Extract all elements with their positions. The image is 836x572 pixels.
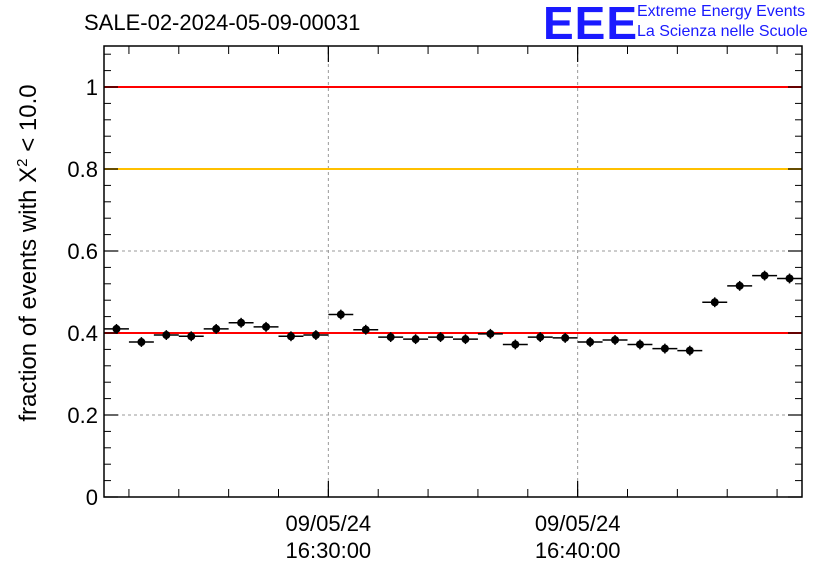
data-point [577,337,603,347]
point-marker [536,333,545,342]
point-marker [436,333,445,342]
y-axis-label: fraction of events with X2 < 10.0 [14,84,42,421]
grid-layer [104,46,802,498]
axis-ticks [104,46,802,498]
data-point [627,339,653,350]
y-tick-label: 1 [86,75,98,100]
point-marker [710,298,719,307]
point-marker [361,325,370,334]
data-point [652,343,678,354]
point-marker [386,333,395,342]
data-points [104,270,802,356]
point-marker [212,324,221,333]
point-marker [311,331,320,340]
y-tick-label: 0.6 [67,239,98,264]
data-point [777,273,802,284]
point-marker [785,274,794,283]
point-marker [137,338,146,347]
point-marker [237,318,246,327]
point-marker [336,310,345,319]
data-point [727,280,753,291]
data-point [278,331,304,342]
point-marker [760,271,769,280]
point-marker [735,281,744,290]
x-tick-label-date: 09/05/24 [286,511,372,536]
data-point [104,323,129,334]
x-tick-label-date: 09/05/24 [535,511,621,536]
data-point [253,321,279,332]
y-tick-label: 0 [86,485,98,510]
y-tick-label: 0.4 [67,321,98,346]
data-point [428,332,453,343]
logo-line-1: Extreme Energy Events [637,3,806,20]
point-marker [411,335,420,344]
point-marker [635,340,644,349]
plot-frame [103,45,803,498]
point-marker [461,335,470,344]
data-point [178,331,204,342]
point-marker [286,332,295,341]
data-point [353,324,379,335]
data-point [502,339,528,350]
eee-logo: EEE [543,0,639,49]
data-point [328,309,354,320]
data-point [677,345,703,356]
data-point [128,337,154,347]
x-tick-label-time: 16:40:00 [535,538,621,563]
point-marker [511,340,520,349]
data-point [453,334,478,345]
point-marker [660,344,669,353]
data-point [153,330,179,340]
point-marker [486,329,495,338]
point-marker [162,331,171,340]
point-marker [586,338,595,347]
y-tick-label: 0.2 [67,403,98,428]
point-marker [112,324,121,333]
data-point [552,333,578,343]
data-point [378,332,404,343]
data-point [602,335,628,345]
data-point [228,317,254,328]
point-marker [187,332,196,341]
data-point [477,328,503,339]
x-tick-label-time: 16:30:00 [286,538,372,563]
data-point [403,334,429,345]
tick-labels: 00.20.40.60.8109/05/2416:30:0009/05/2416… [67,75,620,563]
data-point [752,270,778,281]
point-marker [561,333,570,342]
point-marker [262,322,271,331]
logo-line-2: La Scienza nelle Scuole [637,23,808,40]
point-marker [685,346,694,355]
chart-title: SALE-02-2024-05-09-00031 [84,10,361,35]
data-point [203,323,229,334]
reference-lines [104,86,802,334]
y-tick-label: 0.8 [67,157,98,182]
data-point [702,297,728,308]
point-marker [611,335,620,344]
data-point [303,330,329,340]
data-point [527,332,553,343]
